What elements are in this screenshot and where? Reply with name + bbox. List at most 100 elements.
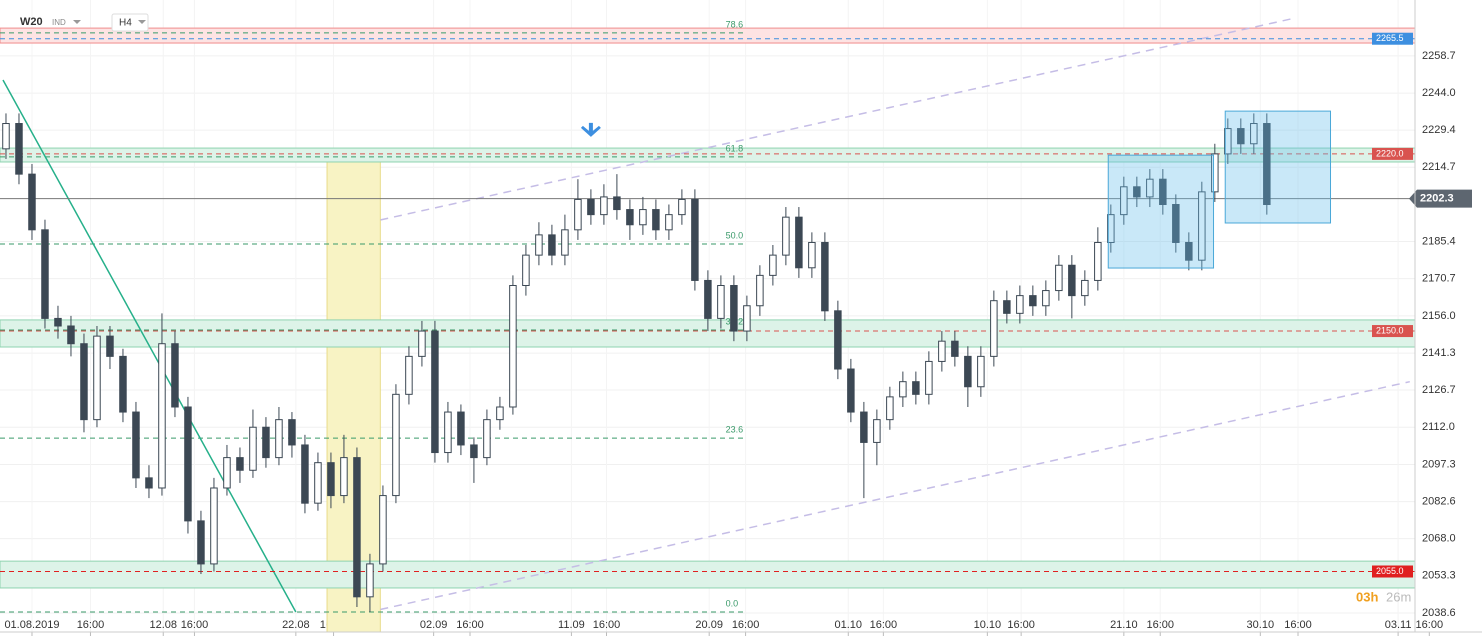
y-tick-label: 2082.6	[1422, 496, 1456, 508]
candle-body	[1094, 241, 1102, 281]
x-tick-label: 21.10	[1110, 619, 1138, 631]
candle-body	[470, 444, 478, 459]
current-price-tag	[1409, 189, 1472, 208]
candle-body	[652, 209, 660, 231]
price-tag	[1372, 325, 1413, 338]
candle-body	[1159, 178, 1167, 206]
candle-body	[522, 254, 530, 287]
y-tick-label: 2126.7	[1422, 384, 1456, 396]
fib-label: 50.0	[726, 230, 744, 240]
y-tick-label: 2244.0	[1422, 87, 1456, 99]
candle-body	[1211, 153, 1219, 193]
y-tick-label: 2038.6	[1422, 607, 1456, 619]
zone	[0, 560, 1416, 589]
candle-body	[236, 457, 244, 471]
candle-body	[1081, 279, 1089, 297]
candle-body	[743, 305, 751, 332]
candle-body	[821, 241, 829, 312]
x-tick-label: 16:00	[1146, 619, 1174, 631]
x-tick-label: 16:00	[1284, 619, 1312, 631]
candle-body	[418, 330, 426, 357]
candle-body	[756, 274, 764, 307]
price-tag-label: 2150.0	[1376, 325, 1404, 335]
candle-body	[886, 396, 894, 421]
y-tick-label: 2170.7	[1422, 273, 1456, 285]
candle-body	[600, 196, 608, 216]
x-tick-label: 30.10	[1247, 619, 1275, 631]
x-tick-label: 10.10	[974, 619, 1002, 631]
candle-body	[639, 209, 647, 226]
fib-label: 23.6	[726, 424, 744, 434]
candle-body	[431, 330, 439, 454]
candle-body	[353, 457, 361, 598]
candle-body	[444, 411, 452, 454]
candle-body	[457, 411, 465, 446]
x-tick-label: 16:00	[870, 619, 898, 631]
candle-body	[483, 419, 491, 459]
candle-body	[1107, 214, 1115, 243]
candle-body	[1133, 186, 1141, 198]
interval-button[interactable]	[111, 13, 149, 32]
interval: H4	[119, 18, 132, 29]
candle-body	[704, 279, 712, 319]
x-tick-label: 11.09	[558, 619, 585, 631]
y-tick-label: 2068.0	[1422, 533, 1456, 545]
price-tag	[1372, 565, 1413, 578]
candle-body	[106, 335, 114, 357]
dropdown-icon[interactable]	[73, 20, 81, 24]
price-tag-label: 2265.5	[1376, 33, 1404, 43]
candle-body	[405, 355, 413, 395]
candle-body	[1237, 128, 1245, 145]
candle-body	[1263, 123, 1271, 206]
y-tick-label: 2156.0	[1422, 310, 1456, 322]
candle-body	[899, 381, 907, 398]
candle-body	[366, 563, 374, 598]
candle-body	[1224, 128, 1232, 155]
candle-body	[2, 123, 10, 150]
x-tick-label: 16:00	[593, 619, 621, 631]
price-tag	[1372, 32, 1413, 45]
candle-body	[912, 381, 920, 395]
highlight-box	[1107, 154, 1215, 269]
candle-body	[15, 123, 23, 175]
candle-body	[158, 343, 166, 489]
y-tick-label: 2053.3	[1422, 570, 1456, 582]
candle-body	[249, 426, 257, 471]
y-tick-label: 2214.7	[1422, 161, 1456, 173]
candle-body	[1016, 295, 1024, 314]
y-tick-label: 2097.3	[1422, 458, 1456, 470]
highlight-box	[1224, 110, 1332, 224]
x-tick-label: 03.11	[1385, 619, 1412, 631]
y-tick-label: 2141.3	[1422, 347, 1456, 359]
candle-body	[301, 444, 309, 504]
candle-body	[93, 335, 101, 421]
candle-body	[717, 285, 725, 319]
candle-body	[938, 340, 946, 362]
zone	[0, 27, 1416, 44]
candle-body	[67, 325, 75, 345]
candle-body	[509, 285, 517, 408]
candle-body	[834, 310, 842, 370]
x-tick-label: 22.08	[282, 619, 310, 631]
candle-body	[808, 241, 816, 269]
y-tick-label: 2112.0	[1422, 421, 1455, 433]
candle-body	[613, 196, 621, 211]
candle-body	[925, 360, 933, 395]
candle-body	[379, 495, 387, 565]
x-tick-label: 02.09	[420, 619, 448, 631]
candle-body	[795, 216, 803, 269]
fib-label: 61.8	[726, 143, 744, 153]
market: IND	[52, 18, 66, 27]
symbol: W20	[20, 16, 43, 28]
candle-body	[28, 173, 36, 231]
candle-body	[1120, 186, 1128, 216]
candle-body	[678, 198, 686, 216]
candle-body	[626, 209, 634, 226]
trendline	[380, 17, 1296, 221]
fib-label: 78.6	[726, 19, 744, 29]
candle-body	[561, 229, 569, 256]
down-arrow	[580, 122, 601, 137]
